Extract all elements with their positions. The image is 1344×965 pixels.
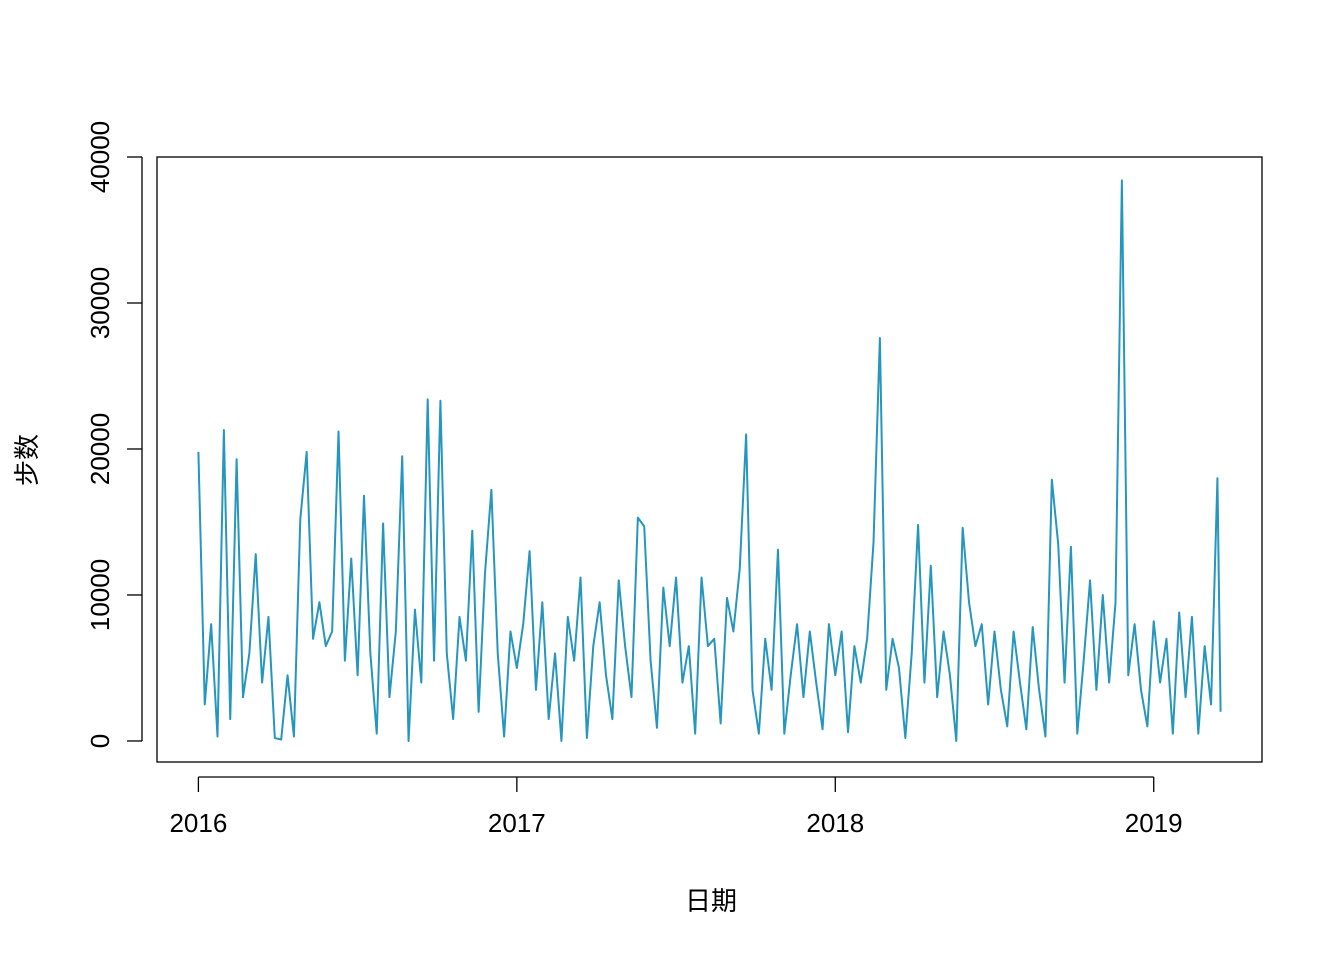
x-tick-label: 2018 <box>806 808 864 838</box>
y-tick-label: 0 <box>85 734 115 748</box>
x-tick-label: 2017 <box>488 808 546 838</box>
x-axis-label: 日期 <box>685 886 737 916</box>
y-tick-label: 10000 <box>85 559 115 631</box>
data-line <box>197 179 1222 742</box>
y-tick-label: 40000 <box>85 121 115 193</box>
y-tick-label: 30000 <box>85 267 115 339</box>
x-tick-label: 2019 <box>1125 808 1183 838</box>
plot-box <box>156 156 1263 763</box>
y-axis-label: 步数 <box>12 434 42 486</box>
y-tick-label: 20000 <box>85 413 115 485</box>
x-tick-label: 2016 <box>169 808 227 838</box>
